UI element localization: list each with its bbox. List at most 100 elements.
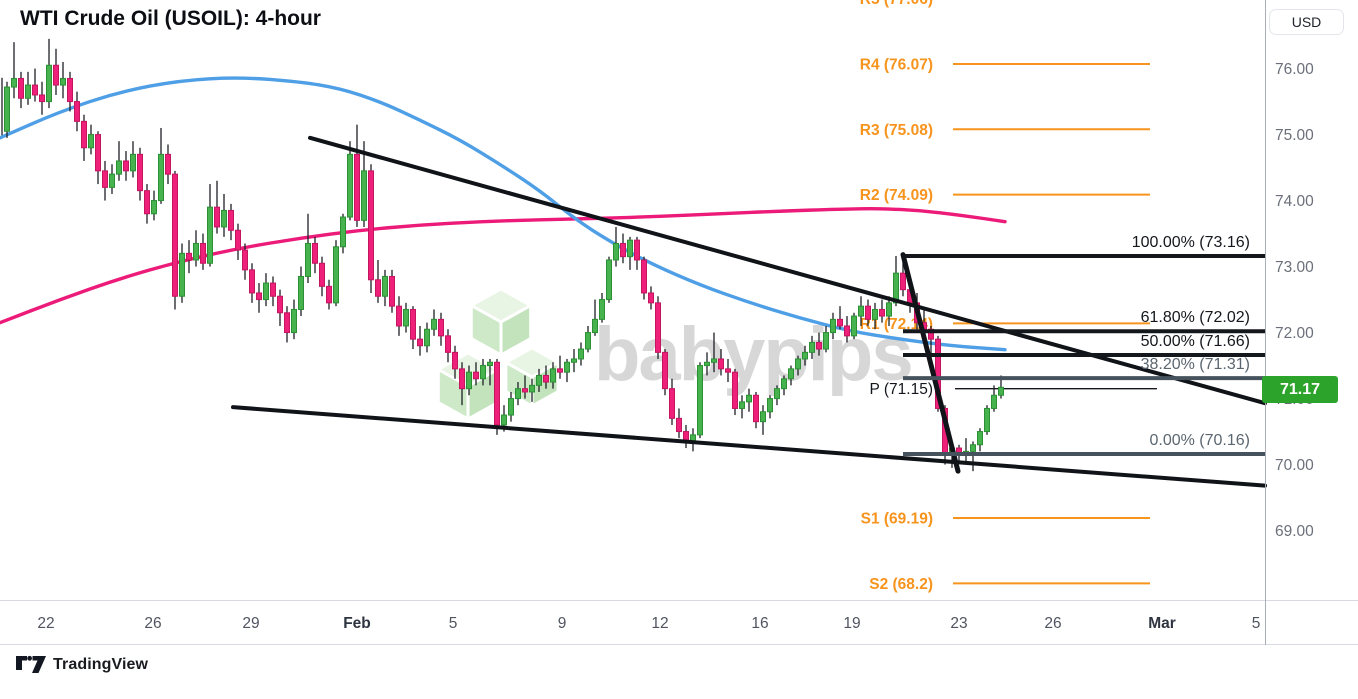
price-label-73.00: 73.00 — [1275, 259, 1314, 276]
candle-up — [382, 275, 388, 297]
candle-up — [109, 173, 115, 188]
candle-up — [431, 318, 437, 330]
candle-down — [165, 153, 171, 175]
candle-down — [662, 351, 668, 390]
candle-up — [627, 239, 633, 258]
candle-down — [214, 206, 220, 228]
time-axis[interactable]: 22 26 29 Feb 5 9 12 16 19 23 26 Mar 5 — [37, 615, 1260, 632]
candle-up — [480, 365, 486, 380]
candle-up — [529, 384, 535, 393]
pivot-levels-layer: R5 (77.06) R4 (76.07) R3 (75.08) R2 (74.09)… — [860, 0, 1157, 593]
candle-down — [396, 305, 402, 327]
candle-down — [102, 170, 108, 188]
candle-up — [830, 318, 836, 334]
candle-up — [795, 358, 801, 370]
candle-down — [200, 242, 206, 264]
trendlines-layer — [231, 135, 1267, 488]
candle-up — [886, 302, 892, 317]
candle-down — [74, 101, 80, 122]
time-label-5: 5 — [1252, 615, 1261, 632]
candle-up — [4, 86, 10, 132]
time-label-16: 16 — [751, 615, 768, 632]
babypips-watermark-text: babypips — [594, 312, 912, 397]
candle-up — [25, 84, 31, 99]
pivot-label-1: R4 (76.07) — [860, 56, 933, 73]
tradingview-attribution[interactable]: TradingView — [16, 655, 148, 674]
pivot-label-3: R2 (74.09) — [860, 187, 933, 204]
candle-up — [193, 242, 199, 261]
candle-down — [816, 341, 822, 350]
candle-up — [347, 153, 353, 218]
candle-up — [333, 246, 339, 304]
candle-up — [151, 200, 157, 215]
currency-button[interactable]: USD — [1269, 9, 1344, 35]
candle-up — [823, 332, 829, 350]
candle-up — [361, 170, 367, 221]
candle-down — [32, 84, 38, 96]
candle-up — [263, 282, 269, 301]
candle-up — [585, 332, 591, 350]
candle-down — [634, 239, 640, 261]
time-label-26: 26 — [1044, 615, 1061, 632]
candle-down — [900, 272, 906, 291]
candle-down — [648, 292, 654, 304]
ma-fast-blue-line — [0, 76, 1007, 352]
candles-layer — [1, 38, 1004, 472]
candle-up — [221, 209, 227, 228]
candle-up — [536, 374, 542, 386]
trendline-lower-descending — [231, 405, 1267, 488]
candle-up — [746, 394, 752, 403]
candle-down — [879, 308, 885, 317]
candle-up — [893, 272, 899, 304]
candle-up — [403, 308, 409, 327]
candle-down — [53, 64, 59, 86]
candle-down — [718, 358, 724, 370]
watermark-cube-face — [436, 366, 470, 422]
candle-down — [844, 325, 850, 337]
candle-up — [578, 348, 584, 360]
candle-down — [123, 160, 129, 172]
candle-down — [557, 368, 563, 373]
candle-down — [459, 368, 465, 390]
candle-down — [228, 209, 234, 231]
candle-down — [39, 94, 45, 103]
candle-down — [312, 242, 318, 264]
candle-up — [767, 398, 773, 413]
candle-up — [781, 378, 787, 390]
candle-up — [60, 77, 66, 86]
candle-down — [242, 249, 248, 271]
candle-up — [88, 134, 94, 149]
candle-up — [46, 64, 52, 103]
currency-button-label: USD — [1291, 14, 1322, 30]
time-label-9: 9 — [558, 615, 567, 632]
candle-up — [998, 386, 1004, 396]
babypips-watermark: babypips — [435, 287, 914, 422]
price-label-75.00: 75.00 — [1275, 127, 1314, 144]
candle-down — [494, 361, 500, 426]
candle-down — [865, 305, 871, 320]
candle-up — [508, 398, 514, 416]
candle-up — [501, 414, 507, 426]
candle-up — [298, 275, 304, 310]
trendline-upper-descending — [308, 135, 1267, 406]
time-label-Mar: Mar — [1148, 615, 1176, 632]
candle-up — [550, 368, 556, 383]
candle-down — [137, 153, 143, 192]
candle-up — [970, 444, 976, 452]
candle-down — [186, 252, 192, 261]
price-label-76.00: 76.00 — [1275, 61, 1314, 78]
candle-up — [11, 77, 17, 88]
candle-down — [676, 417, 682, 433]
candle-down — [438, 318, 444, 337]
price-label-74.00: 74.00 — [1275, 193, 1314, 210]
candle-up — [599, 299, 605, 320]
fib-label-4: 0.00% (70.16) — [1149, 432, 1250, 449]
candle-up — [704, 361, 710, 367]
candle-up — [991, 394, 997, 409]
candle-down — [277, 295, 283, 314]
time-label-Feb: Feb — [343, 615, 371, 632]
fib-label-1: 61.80% (72.02) — [1141, 309, 1250, 326]
